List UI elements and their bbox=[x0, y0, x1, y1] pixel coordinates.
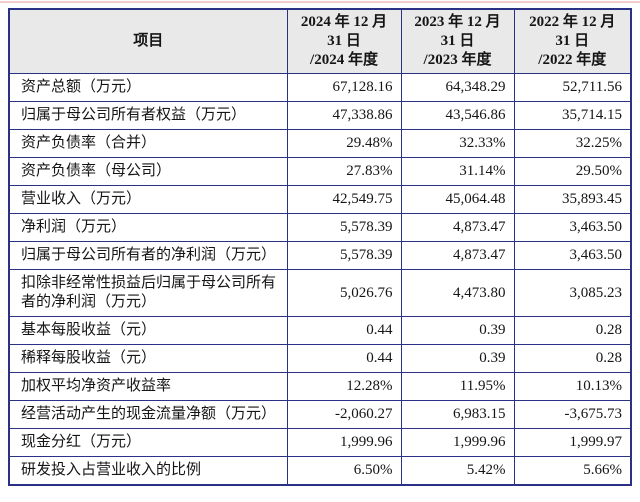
row-label: 归属于母公司所有者权益（万元） bbox=[8, 101, 288, 130]
cell-value: 5,026.76 bbox=[286, 269, 402, 317]
header-2024-line2: 31 日 bbox=[327, 33, 361, 49]
cell-value: 29.50% bbox=[513, 157, 632, 186]
cell-value: 5,578.39 bbox=[286, 213, 402, 242]
row-label: 扣除非经常性损益后归属于母公司所有者的净利润（万元） bbox=[8, 269, 288, 317]
row-label: 归属于母公司所有者的净利润（万元） bbox=[8, 241, 288, 270]
cell-value: 0.39 bbox=[400, 316, 515, 345]
cell-value: 5.42% bbox=[400, 456, 515, 486]
table-row-operating-cash-flow: 经营活动产生的现金流量净额（万元） -2,060.27 6,983.15 -3,… bbox=[8, 400, 632, 429]
table-body: 资产总额（万元） 67,128.16 64,348.29 52,711.56 归… bbox=[8, 73, 632, 486]
cell-value: 67,128.16 bbox=[286, 73, 402, 102]
cell-value: 31.14% bbox=[400, 157, 515, 186]
cell-value: 1,999.96 bbox=[400, 428, 515, 457]
header-item-column: 项目 bbox=[8, 8, 288, 74]
top-accent-line bbox=[0, 1, 640, 3]
table-row-net-profit: 净利润（万元） 5,578.39 4,873.47 3,463.50 bbox=[8, 213, 632, 242]
header-2023-line1: 2023 年 12 月 bbox=[414, 14, 501, 30]
cell-value: 3,463.50 bbox=[513, 213, 632, 242]
table-row-rd-expense-ratio: 研发投入占营业收入的比例 6.50% 5.42% 5.66% bbox=[8, 456, 632, 486]
header-2023-line2: 31 日 bbox=[440, 33, 475, 49]
header-row: 项目 2024 年 12 月 31 日 /2024 年度 2023 年 12 月… bbox=[8, 8, 632, 74]
table-row-cash-dividend: 现金分红（万元） 1,999.96 1,999.96 1,999.97 bbox=[8, 428, 632, 457]
cell-value: 35,714.15 bbox=[513, 101, 632, 130]
header-2023-line3: /2023 年度 bbox=[423, 52, 492, 68]
cell-value: 27.83% bbox=[286, 157, 402, 186]
cell-value: 0.44 bbox=[286, 344, 402, 373]
header-period-2022: 2022 年 12 月 31 日 /2022 年度 bbox=[513, 8, 632, 74]
cell-value: 0.44 bbox=[286, 316, 402, 345]
cell-value: 3,085.23 bbox=[513, 269, 632, 317]
table-header: 项目 2024 年 12 月 31 日 /2024 年度 2023 年 12 月… bbox=[8, 8, 632, 74]
header-2024-line1: 2024 年 12 月 bbox=[300, 14, 388, 30]
cell-value: -3,675.73 bbox=[513, 400, 632, 429]
row-label: 加权平均净资产收益率 bbox=[8, 372, 288, 401]
cell-value: 6.50% bbox=[286, 456, 402, 486]
table-row-parent-net-profit: 归属于母公司所有者的净利润（万元） 5,578.39 4,873.47 3,46… bbox=[8, 241, 632, 270]
cell-value: 32.25% bbox=[513, 129, 632, 158]
cell-value: 43,546.86 bbox=[400, 101, 515, 130]
table-row-total-assets: 资产总额（万元） 67,128.16 64,348.29 52,711.56 bbox=[8, 73, 632, 102]
cell-value: -2,060.27 bbox=[286, 400, 402, 429]
cell-value: 42,549.75 bbox=[286, 185, 402, 214]
header-2022-line1: 2022 年 12 月 bbox=[529, 14, 616, 30]
row-label: 稀释每股收益（元） bbox=[8, 344, 288, 373]
table-row-debt-ratio-parent: 资产负债率（母公司） 27.83% 31.14% 29.50% bbox=[8, 157, 632, 186]
row-label: 净利润（万元） bbox=[8, 213, 288, 242]
row-label: 资产负债率（母公司） bbox=[8, 157, 288, 186]
row-label: 资产总额（万元） bbox=[8, 73, 288, 102]
cell-value: 0.39 bbox=[400, 344, 515, 373]
row-label: 经营活动产生的现金流量净额（万元） bbox=[8, 400, 288, 429]
table-row-basic-eps: 基本每股收益（元） 0.44 0.39 0.28 bbox=[8, 316, 632, 345]
header-2022-line3: /2022 年度 bbox=[538, 52, 607, 68]
cell-value: 47,338.86 bbox=[286, 101, 402, 130]
cell-value: 10.13% bbox=[513, 372, 632, 401]
cell-value: 6,983.15 bbox=[400, 400, 515, 429]
header-2024-line3: /2024 年度 bbox=[310, 52, 378, 68]
cell-value: 11.95% bbox=[400, 372, 515, 401]
table-row-adjusted-parent-net-profit: 扣除非经常性损益后归属于母公司所有者的净利润（万元） 5,026.76 4,47… bbox=[8, 269, 632, 317]
cell-value: 4,873.47 bbox=[400, 241, 515, 270]
cell-value: 12.28% bbox=[286, 372, 402, 401]
table-row-operating-revenue: 营业收入（万元） 42,549.75 45,064.48 35,893.45 bbox=[8, 185, 632, 214]
cell-value: 29.48% bbox=[286, 129, 402, 158]
cell-value: 52,711.56 bbox=[513, 73, 632, 102]
row-label: 研发投入占营业收入的比例 bbox=[8, 456, 288, 486]
header-2022-line2: 31 日 bbox=[555, 33, 590, 49]
cell-value: 32.33% bbox=[400, 129, 515, 158]
cell-value: 64,348.29 bbox=[400, 73, 515, 102]
cell-value: 1,999.96 bbox=[286, 428, 402, 457]
table-row-parent-equity: 归属于母公司所有者权益（万元） 47,338.86 43,546.86 35,7… bbox=[8, 101, 632, 130]
cell-value: 3,463.50 bbox=[513, 241, 632, 270]
header-period-2023: 2023 年 12 月 31 日 /2023 年度 bbox=[400, 8, 515, 74]
cell-value: 0.28 bbox=[513, 316, 632, 345]
cell-value: 35,893.45 bbox=[513, 185, 632, 214]
financial-summary-table: 项目 2024 年 12 月 31 日 /2024 年度 2023 年 12 月… bbox=[8, 8, 632, 486]
row-label: 基本每股收益（元） bbox=[8, 316, 288, 345]
row-label: 营业收入（万元） bbox=[8, 185, 288, 214]
cell-value: 0.28 bbox=[513, 344, 632, 373]
cell-value: 45,064.48 bbox=[400, 185, 515, 214]
cell-value: 4,473.80 bbox=[400, 269, 515, 317]
row-label: 现金分红（万元） bbox=[8, 428, 288, 457]
cell-value: 5.66% bbox=[513, 456, 632, 486]
cell-value: 4,873.47 bbox=[400, 213, 515, 242]
table-row-debt-ratio-consolidated: 资产负债率（合并） 29.48% 32.33% 32.25% bbox=[8, 129, 632, 158]
table-row-diluted-eps: 稀释每股收益（元） 0.44 0.39 0.28 bbox=[8, 344, 632, 373]
cell-value: 5,578.39 bbox=[286, 241, 402, 270]
row-label: 资产负债率（合并） bbox=[8, 129, 288, 158]
cell-value: 1,999.97 bbox=[513, 428, 632, 457]
table-row-weighted-roe: 加权平均净资产收益率 12.28% 11.95% 10.13% bbox=[8, 372, 632, 401]
header-period-2024: 2024 年 12 月 31 日 /2024 年度 bbox=[286, 8, 402, 74]
